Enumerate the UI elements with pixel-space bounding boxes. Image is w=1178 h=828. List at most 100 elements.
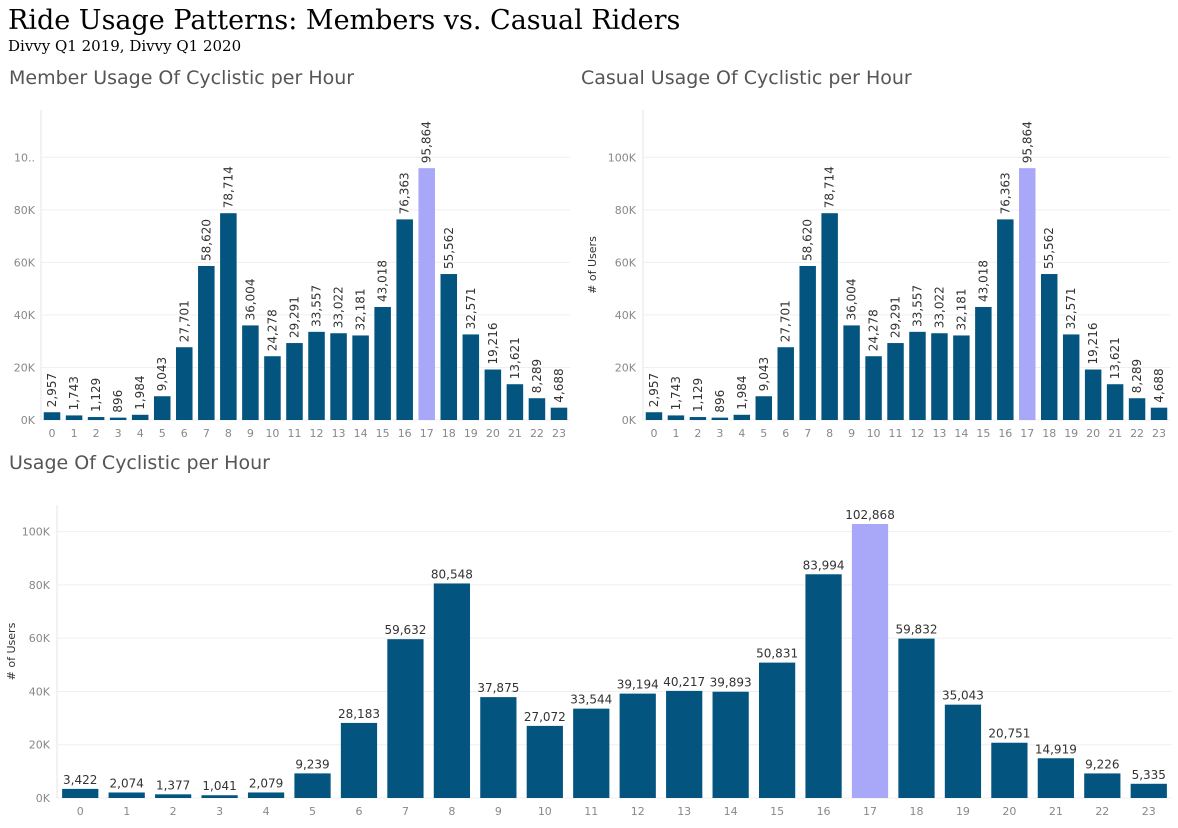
value-label: 29,291 [287, 296, 301, 338]
x-tick-label: 7 [804, 427, 811, 440]
value-label: 83,994 [803, 558, 845, 572]
x-tick-label: 7 [402, 805, 409, 818]
x-tick-label: 6 [355, 805, 362, 818]
x-tick-label: 17 [1020, 427, 1034, 440]
value-label: 2,079 [249, 776, 283, 790]
x-tick-label: 5 [159, 427, 166, 440]
value-label: 1,743 [669, 376, 683, 410]
y-axis-title: # of Users [5, 622, 18, 680]
value-label: 9,226 [1085, 757, 1119, 771]
bar [440, 274, 458, 420]
x-tick-label: 11 [889, 427, 903, 440]
bar [733, 414, 751, 420]
value-label: 24,278 [265, 309, 279, 351]
bar [1019, 168, 1036, 420]
bar [821, 213, 838, 420]
value-label: 55,562 [442, 227, 456, 269]
value-label: 43,018 [976, 260, 990, 302]
bar [198, 265, 215, 420]
bar [374, 306, 391, 420]
y-tick-label: 40K [615, 309, 637, 322]
y-tick-label: 20K [29, 739, 51, 752]
dashboard-title: Ride Usage Patterns: Members vs. Casual … [8, 5, 680, 36]
bar [264, 356, 281, 420]
y-tick-label: 40K [29, 685, 51, 698]
value-label: 37,875 [477, 681, 519, 695]
bar [645, 412, 663, 420]
x-tick-label: 17 [863, 805, 877, 818]
x-tick-label: 10 [867, 427, 881, 440]
x-tick-label: 15 [770, 805, 784, 818]
bar [689, 417, 707, 420]
value-label: 8,289 [530, 359, 544, 393]
value-label: 1,377 [156, 778, 190, 792]
bar [573, 708, 610, 798]
value-label: 78,714 [823, 166, 837, 208]
bar [944, 704, 982, 798]
x-tick-label: 8 [448, 805, 455, 818]
value-label: 29,291 [889, 296, 903, 338]
value-label: 33,022 [332, 286, 346, 328]
value-label: 13,621 [508, 337, 522, 379]
value-label: 13,621 [1108, 337, 1122, 379]
bar [1084, 369, 1102, 420]
x-tick-label: 3 [115, 427, 122, 440]
value-label: 1,984 [735, 375, 749, 409]
x-tick-label: 21 [508, 427, 522, 440]
value-label: 19,216 [1086, 323, 1100, 365]
bar [755, 396, 773, 420]
bar [153, 396, 171, 420]
x-tick-label: 1 [123, 805, 130, 818]
value-label: 27,072 [524, 710, 566, 724]
value-label: 33,544 [570, 693, 612, 707]
x-tick-label: 3 [716, 427, 723, 440]
bar [887, 343, 904, 420]
x-tick-label: 2 [694, 427, 701, 440]
bar [550, 407, 568, 420]
bar [220, 213, 237, 420]
x-tick-label: 18 [909, 805, 923, 818]
x-tick-label: 22 [530, 427, 544, 440]
bar [65, 415, 83, 420]
value-label: 32,181 [354, 288, 368, 330]
value-label: 24,278 [867, 309, 881, 351]
value-label: 27,701 [779, 300, 793, 342]
x-tick-label: 12 [631, 805, 645, 818]
chart-title: Usage Of Cyclistic per Hour [9, 452, 270, 474]
bar [953, 335, 970, 420]
x-tick-label: 10 [538, 805, 552, 818]
value-label: 9,043 [757, 357, 771, 391]
x-tick-label: 22 [1130, 427, 1144, 440]
bar [418, 168, 435, 420]
x-tick-label: 8 [225, 427, 232, 440]
value-label: 9,043 [155, 357, 169, 391]
value-label: 40,217 [663, 675, 705, 689]
y-tick-label: 100K [22, 526, 51, 539]
value-label: 2,074 [110, 776, 144, 790]
x-tick-label: 13 [332, 427, 346, 440]
y-tick-label: 20K [615, 361, 637, 374]
x-tick-label: 5 [309, 805, 316, 818]
bar [43, 412, 61, 420]
x-tick-label: 3 [216, 805, 223, 818]
x-tick-label: 19 [1064, 427, 1078, 440]
x-tick-label: 16 [398, 427, 412, 440]
value-label: 55,562 [1042, 227, 1056, 269]
bar [975, 306, 992, 420]
bar [330, 333, 347, 420]
y-tick-label: 0K [21, 414, 36, 427]
value-label: 58,620 [199, 219, 213, 261]
x-tick-label: 14 [354, 427, 368, 440]
x-tick-label: 9 [848, 427, 855, 440]
x-tick-label: 19 [464, 427, 478, 440]
x-tick-label: 22 [1095, 805, 1109, 818]
bar [1040, 274, 1058, 420]
value-label: 32,571 [1064, 287, 1078, 329]
x-tick-label: 0 [77, 805, 84, 818]
bar [176, 347, 193, 420]
x-tick-label: 1 [71, 427, 78, 440]
bar [433, 583, 471, 798]
value-label: 1,743 [67, 376, 81, 410]
x-tick-label: 0 [49, 427, 56, 440]
